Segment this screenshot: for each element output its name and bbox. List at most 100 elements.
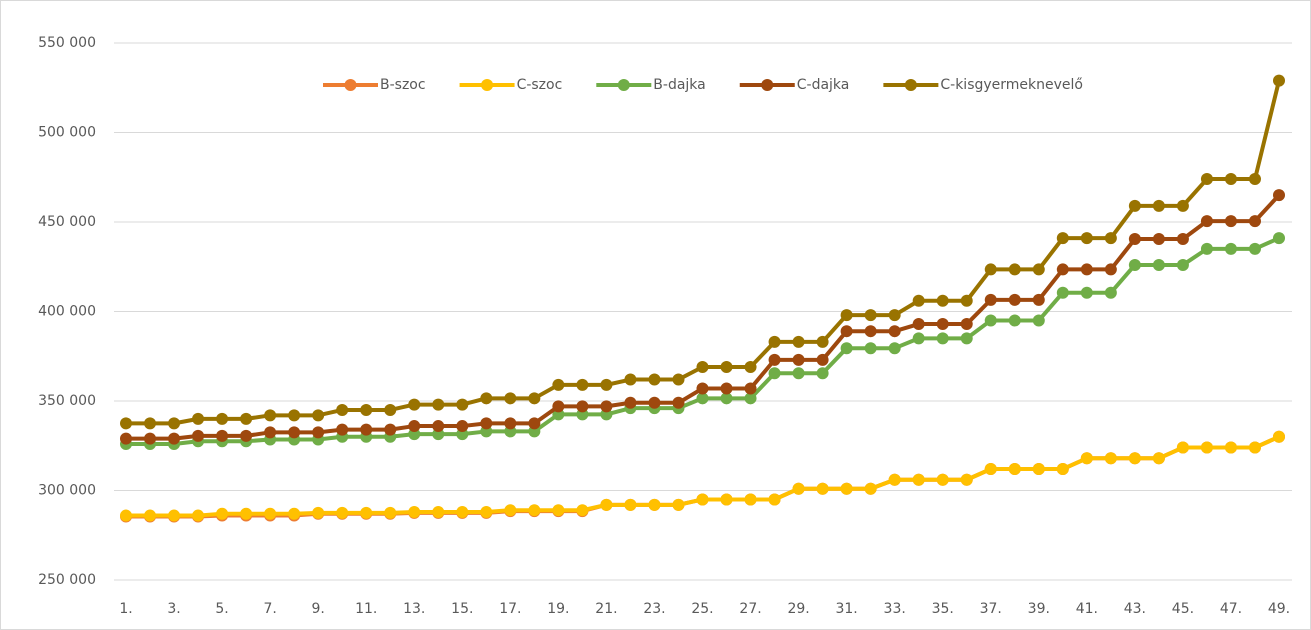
data-point <box>408 398 421 411</box>
data-point <box>1080 232 1093 245</box>
data-point <box>840 482 853 495</box>
data-point <box>912 332 925 345</box>
legend-label: C-dajka <box>797 77 850 93</box>
data-point <box>864 325 877 338</box>
data-point <box>1080 452 1093 465</box>
data-point <box>576 504 589 517</box>
data-point <box>240 507 253 520</box>
x-tick-label: 39. <box>1028 601 1050 617</box>
data-point <box>816 482 829 495</box>
data-point <box>840 325 853 338</box>
data-point <box>936 294 949 307</box>
data-point <box>168 509 181 522</box>
data-point <box>1032 263 1045 276</box>
data-point <box>696 493 709 506</box>
data-point <box>1176 258 1189 271</box>
data-point <box>888 473 901 486</box>
data-point <box>312 426 325 439</box>
data-point <box>768 353 781 366</box>
data-point <box>1056 232 1069 245</box>
data-point <box>648 373 661 386</box>
data-point <box>336 423 349 436</box>
data-point <box>960 332 973 345</box>
data-point <box>672 373 685 386</box>
data-point <box>552 400 565 413</box>
data-point <box>1032 463 1045 476</box>
x-tick-label: 11. <box>355 601 377 617</box>
data-point <box>984 263 997 276</box>
data-point <box>576 378 589 391</box>
data-point <box>912 473 925 486</box>
data-point <box>528 392 541 405</box>
data-point <box>840 342 853 355</box>
data-point <box>552 504 565 517</box>
data-point <box>432 420 445 433</box>
data-point <box>240 429 253 442</box>
data-point <box>120 509 132 522</box>
data-point <box>1152 452 1165 465</box>
data-point <box>192 509 205 522</box>
data-point <box>264 426 277 439</box>
data-point <box>456 505 469 518</box>
data-point <box>1128 258 1141 271</box>
data-point <box>1248 441 1261 454</box>
data-point <box>1056 286 1069 299</box>
data-point <box>912 294 925 307</box>
data-point <box>216 507 229 520</box>
data-point <box>936 473 949 486</box>
legend-marker <box>904 79 917 91</box>
legend-marker <box>761 79 774 91</box>
data-point <box>432 398 445 411</box>
data-point <box>888 309 901 322</box>
data-point <box>1008 463 1021 476</box>
data-point <box>264 507 277 520</box>
legend-marker <box>481 79 494 91</box>
data-point <box>168 432 181 445</box>
x-tick-label: 3. <box>167 601 180 617</box>
data-point <box>768 335 781 348</box>
legend-label: B-dajka <box>653 77 705 93</box>
data-point <box>1008 314 1021 327</box>
data-point <box>960 294 973 307</box>
data-point <box>792 335 805 348</box>
data-point <box>312 506 325 519</box>
data-point <box>456 398 469 411</box>
data-point <box>1128 199 1141 212</box>
data-point <box>1128 233 1141 246</box>
data-point <box>648 396 661 409</box>
data-point <box>504 504 517 517</box>
data-point <box>288 426 301 439</box>
data-point <box>1056 263 1069 276</box>
data-point <box>552 378 565 391</box>
data-point <box>1176 233 1189 246</box>
data-point <box>528 504 541 517</box>
data-point <box>1224 173 1237 186</box>
data-point <box>960 318 973 331</box>
data-point <box>648 498 661 511</box>
y-tick-label: 550 000 <box>38 35 96 51</box>
x-tick-label: 13. <box>403 601 425 617</box>
data-point <box>384 506 397 519</box>
data-point <box>768 493 781 506</box>
data-point <box>936 318 949 331</box>
data-point <box>888 342 901 355</box>
y-tick-label: 500 000 <box>38 125 96 141</box>
x-tick-label: 35. <box>932 601 954 617</box>
legend-marker <box>344 79 357 91</box>
data-point <box>888 325 901 338</box>
data-point <box>720 392 733 405</box>
data-point <box>624 498 637 511</box>
data-point <box>1032 293 1045 306</box>
data-point <box>744 382 757 395</box>
data-point <box>216 429 229 442</box>
data-point <box>624 396 637 409</box>
data-point <box>288 409 301 422</box>
data-point <box>696 382 709 395</box>
data-point <box>720 382 733 395</box>
data-point <box>408 505 421 518</box>
data-point <box>576 400 589 413</box>
x-tick-label: 1. <box>119 601 132 617</box>
data-point <box>744 493 757 506</box>
x-tick-label: 29. <box>787 601 809 617</box>
